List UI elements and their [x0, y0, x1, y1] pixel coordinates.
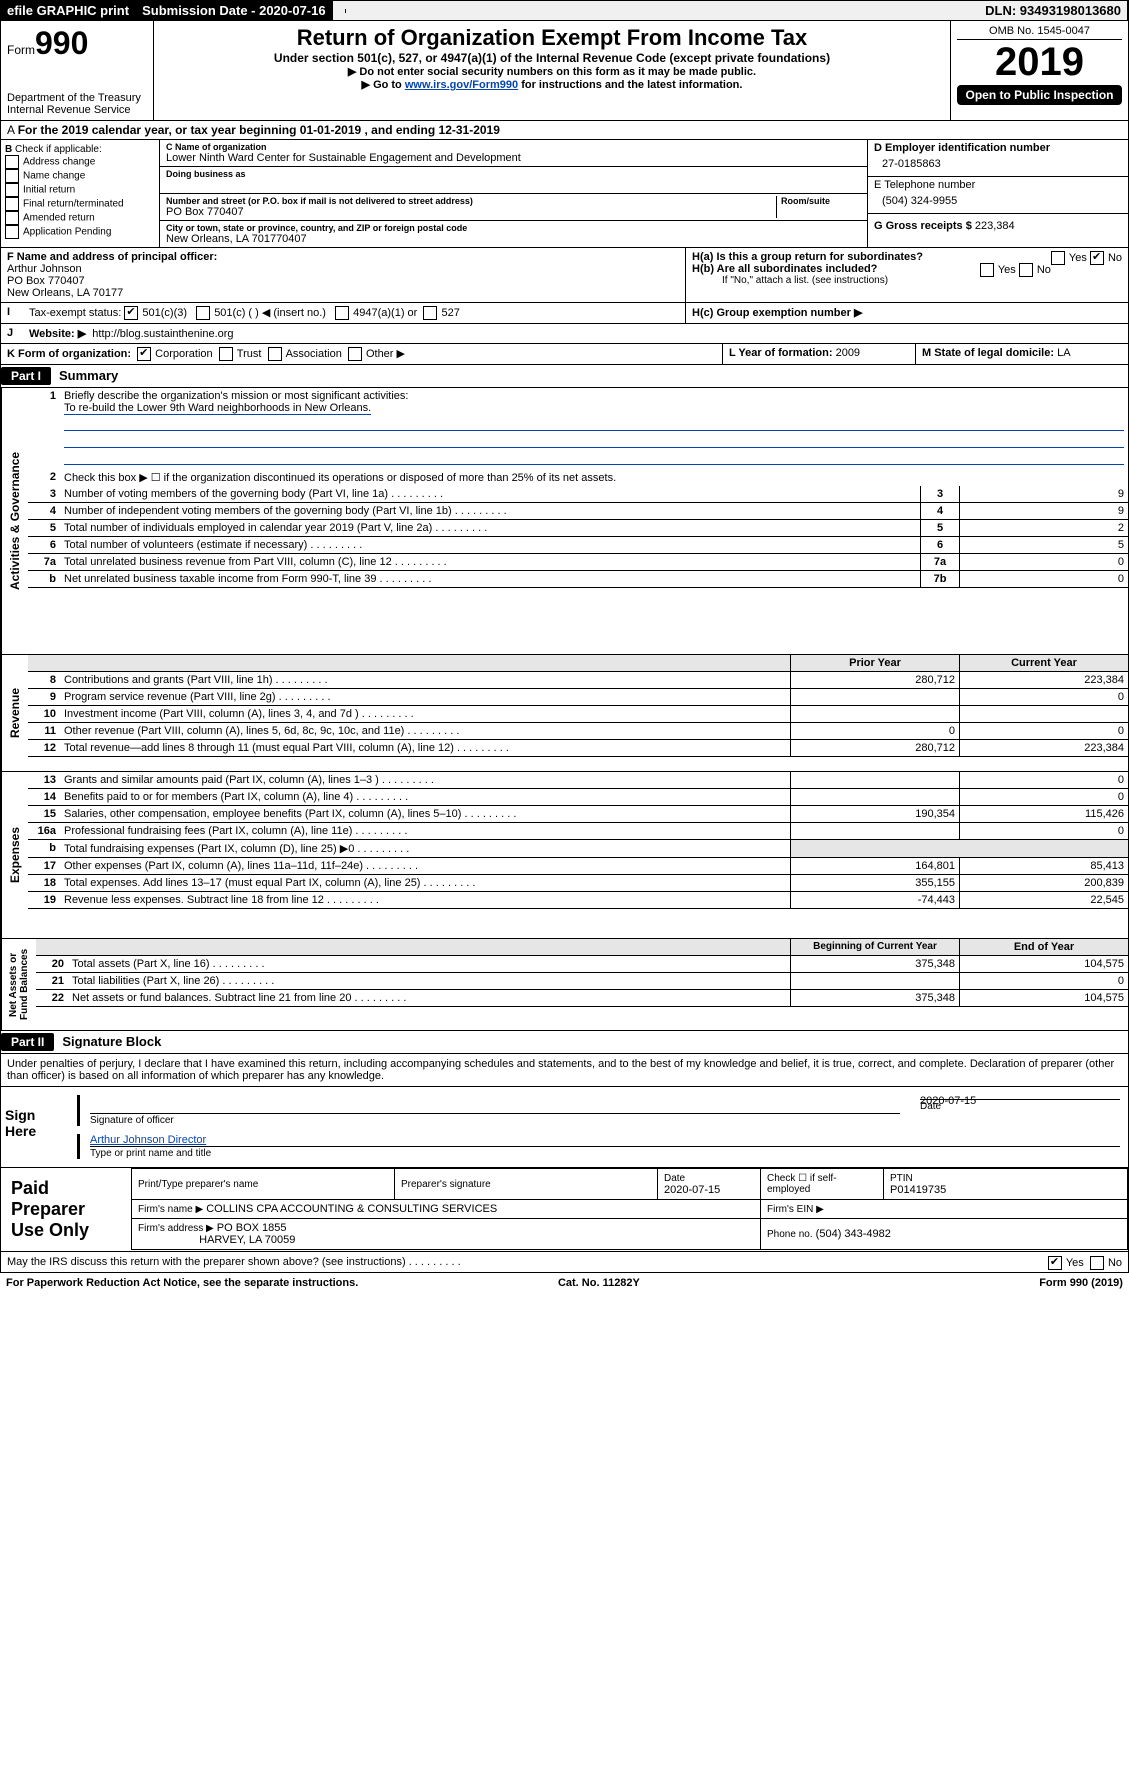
form-header: Form990 Department of the Treasury Inter…	[0, 21, 1129, 121]
col-c: C Name of organizationLower Ninth Ward C…	[160, 140, 868, 247]
org-city: New Orleans, LA 701770407	[166, 233, 861, 245]
efile-label: efile GRAPHIC print	[1, 1, 136, 20]
form-title: Return of Organization Exempt From Incom…	[158, 25, 946, 51]
rev-block: Revenue Prior YearCurrent Year 8Contribu…	[0, 655, 1129, 772]
website[interactable]: http://blog.sustainthenine.org	[92, 328, 233, 340]
phone: (504) 324-9955	[874, 191, 1122, 211]
firm-name: COLLINS CPA ACCOUNTING & CONSULTING SERV…	[206, 1203, 497, 1215]
exp-block: Expenses 13Grants and similar amounts pa…	[0, 772, 1129, 939]
submission-date: Submission Date - 2020-07-16	[136, 1, 333, 20]
group-expenses: Expenses	[1, 772, 28, 938]
net-block: Net Assets or Fund Balances Beginning of…	[0, 939, 1129, 1031]
paid-preparer: Paid Preparer Use Only Print/Type prepar…	[0, 1168, 1129, 1252]
part-ii-hdr: Part IISignature Block	[0, 1031, 1129, 1054]
footer: For Paperwork Reduction Act Notice, see …	[0, 1273, 1129, 1293]
note-ssn: ▶ Do not enter social security numbers o…	[158, 65, 946, 78]
discuss-row: May the IRS discuss this return with the…	[0, 1252, 1129, 1273]
declaration: Under penalties of perjury, I declare th…	[0, 1054, 1129, 1087]
group-activities: Activities & Governance	[1, 388, 28, 654]
dept: Department of the Treasury	[7, 92, 147, 104]
omb-number: OMB No. 1545-0047	[957, 25, 1122, 40]
form-subtitle: Under section 501(c), 527, or 4947(a)(1)…	[158, 51, 946, 65]
form-word: Form	[7, 43, 35, 57]
col-deg: D Employer identification number27-01858…	[868, 140, 1128, 247]
group-revenue: Revenue	[1, 655, 28, 771]
ein: 27-0185863	[874, 154, 1122, 174]
part-i-body: Activities & Governance 1Briefly describ…	[0, 388, 1129, 655]
officer-sig-name[interactable]: Arthur Johnson Director	[90, 1134, 206, 1146]
ptin: P01419735	[890, 1184, 946, 1196]
dln: DLN: 93493198013680	[979, 1, 1128, 20]
org-name: Lower Ninth Ward Center for Sustainable …	[166, 152, 861, 164]
gross-receipts: 223,384	[975, 220, 1015, 232]
j-row: J Website: ▶ http://blog.sustainthenine.…	[0, 324, 1129, 344]
mission: To re-build the Lower 9th Ward neighborh…	[64, 402, 371, 415]
org-street: PO Box 770407	[166, 206, 776, 218]
note-goto: ▶ Go to www.irs.gov/Form990 for instruct…	[158, 78, 946, 91]
entity-block: B Check if applicable: Address change Na…	[0, 140, 1129, 248]
irs: Internal Revenue Service	[7, 104, 147, 116]
form-number: 990	[35, 25, 88, 61]
form990-link[interactable]: www.irs.gov/Form990	[405, 79, 518, 91]
group-net: Net Assets or Fund Balances	[1, 939, 36, 1030]
part-i-hdr: Part ISummary	[0, 365, 1129, 388]
i-row: I Tax-exempt status: 501(c)(3) 501(c) ( …	[0, 303, 1129, 324]
col-b: B Check if applicable: Address change Na…	[1, 140, 160, 247]
klm-row: K Form of organization: Corporation Trus…	[0, 344, 1129, 365]
sign-here-block: Sign Here Signature of officer 2020-07-1…	[0, 1087, 1129, 1168]
prep-phone: (504) 343-4982	[816, 1228, 891, 1240]
open-public: Open to Public Inspection	[957, 85, 1122, 105]
efile-header: efile GRAPHIC print Submission Date - 20…	[0, 0, 1129, 21]
tax-year: 2019	[957, 40, 1122, 85]
line-a: A For the 2019 calendar year, or tax yea…	[0, 121, 1129, 140]
fh-block: F Name and address of principal officer:…	[0, 248, 1129, 303]
officer-name: Arthur Johnson	[7, 263, 82, 275]
